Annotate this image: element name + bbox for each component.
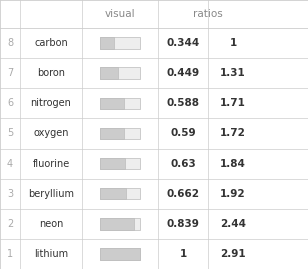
Bar <box>100 37 114 49</box>
Bar <box>100 128 124 139</box>
Bar <box>100 248 140 260</box>
Bar <box>100 188 140 199</box>
Text: 1: 1 <box>179 249 187 259</box>
Bar <box>100 188 127 199</box>
Bar <box>100 158 125 169</box>
Text: 0.662: 0.662 <box>167 189 200 199</box>
Bar <box>100 128 140 139</box>
Text: 1.31: 1.31 <box>220 68 246 78</box>
Text: 5: 5 <box>7 128 13 139</box>
Text: lithium: lithium <box>34 249 68 259</box>
Text: ratios: ratios <box>193 9 223 19</box>
Bar <box>100 248 140 260</box>
Bar <box>100 68 118 79</box>
Text: 0.449: 0.449 <box>166 68 200 78</box>
Text: 0.588: 0.588 <box>167 98 200 108</box>
Text: 0.59: 0.59 <box>170 128 196 139</box>
Bar <box>100 98 124 109</box>
Bar <box>100 218 134 229</box>
Text: 7: 7 <box>7 68 13 78</box>
Text: 6: 6 <box>7 98 13 108</box>
Bar <box>100 37 140 49</box>
Bar <box>100 98 140 109</box>
Text: 1: 1 <box>7 249 13 259</box>
Text: carbon: carbon <box>34 38 68 48</box>
Text: oxygen: oxygen <box>33 128 69 139</box>
Text: 2: 2 <box>7 219 13 229</box>
Text: 0.839: 0.839 <box>167 219 200 229</box>
Text: boron: boron <box>37 68 65 78</box>
Text: nitrogen: nitrogen <box>30 98 71 108</box>
Text: 1: 1 <box>229 38 237 48</box>
Text: 0.63: 0.63 <box>170 158 196 169</box>
Text: 1.71: 1.71 <box>220 98 246 108</box>
Text: fluorine: fluorine <box>32 158 70 169</box>
Text: 1.84: 1.84 <box>220 158 246 169</box>
Text: 1.92: 1.92 <box>220 189 246 199</box>
Text: 1.72: 1.72 <box>220 128 246 139</box>
Text: 8: 8 <box>7 38 13 48</box>
Bar <box>100 158 140 169</box>
Text: visual: visual <box>105 9 135 19</box>
Text: 0.344: 0.344 <box>166 38 200 48</box>
Text: 2.91: 2.91 <box>220 249 246 259</box>
Text: neon: neon <box>39 219 63 229</box>
Text: 4: 4 <box>7 158 13 169</box>
Text: 3: 3 <box>7 189 13 199</box>
Text: beryllium: beryllium <box>28 189 74 199</box>
Bar <box>100 68 140 79</box>
Bar <box>100 218 140 229</box>
Text: 2.44: 2.44 <box>220 219 246 229</box>
